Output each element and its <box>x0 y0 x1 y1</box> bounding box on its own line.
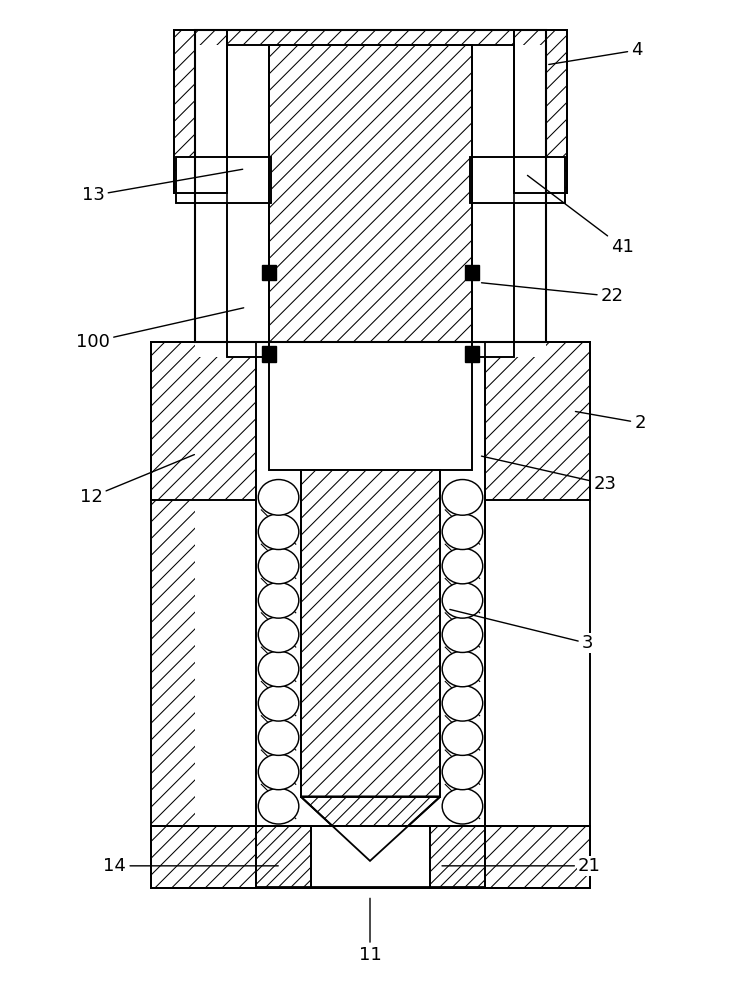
Polygon shape <box>431 826 485 888</box>
Polygon shape <box>227 45 269 357</box>
Ellipse shape <box>259 480 299 515</box>
Text: 100: 100 <box>76 308 244 351</box>
Ellipse shape <box>259 548 299 584</box>
Text: 3: 3 <box>450 609 594 652</box>
Polygon shape <box>470 157 565 203</box>
Polygon shape <box>301 797 440 861</box>
Text: 22: 22 <box>482 283 624 305</box>
Polygon shape <box>269 45 472 470</box>
Ellipse shape <box>259 582 299 618</box>
Text: 41: 41 <box>528 175 634 256</box>
Text: 23: 23 <box>482 456 617 493</box>
Polygon shape <box>465 265 479 280</box>
Polygon shape <box>256 826 485 888</box>
Polygon shape <box>256 826 310 888</box>
Text: 14: 14 <box>104 857 278 875</box>
Polygon shape <box>256 342 485 826</box>
Ellipse shape <box>442 617 482 652</box>
Ellipse shape <box>442 582 482 618</box>
Ellipse shape <box>442 754 482 790</box>
Text: 13: 13 <box>82 169 243 204</box>
Ellipse shape <box>259 788 299 824</box>
Polygon shape <box>301 470 440 797</box>
Ellipse shape <box>442 685 482 721</box>
Text: 4: 4 <box>549 41 642 65</box>
Polygon shape <box>262 346 276 362</box>
Polygon shape <box>514 30 567 193</box>
Polygon shape <box>514 45 546 357</box>
Ellipse shape <box>442 651 482 687</box>
Ellipse shape <box>442 480 482 515</box>
Text: 12: 12 <box>80 455 194 506</box>
Text: 11: 11 <box>359 898 382 964</box>
Polygon shape <box>150 342 195 826</box>
Ellipse shape <box>442 720 482 755</box>
Polygon shape <box>174 30 227 193</box>
Polygon shape <box>195 45 227 357</box>
Polygon shape <box>546 342 591 500</box>
Ellipse shape <box>259 651 299 687</box>
Ellipse shape <box>259 754 299 790</box>
Polygon shape <box>262 265 276 280</box>
Ellipse shape <box>442 514 482 550</box>
Polygon shape <box>485 342 591 500</box>
Polygon shape <box>176 157 271 203</box>
Polygon shape <box>465 346 479 362</box>
Polygon shape <box>195 30 546 342</box>
Ellipse shape <box>259 720 299 755</box>
Ellipse shape <box>259 617 299 652</box>
Ellipse shape <box>442 788 482 824</box>
Text: 2: 2 <box>576 411 645 432</box>
Ellipse shape <box>442 548 482 584</box>
Text: 21: 21 <box>442 857 601 875</box>
Ellipse shape <box>259 514 299 550</box>
Polygon shape <box>472 45 514 357</box>
Polygon shape <box>150 342 256 500</box>
Polygon shape <box>150 826 591 888</box>
Ellipse shape <box>259 685 299 721</box>
